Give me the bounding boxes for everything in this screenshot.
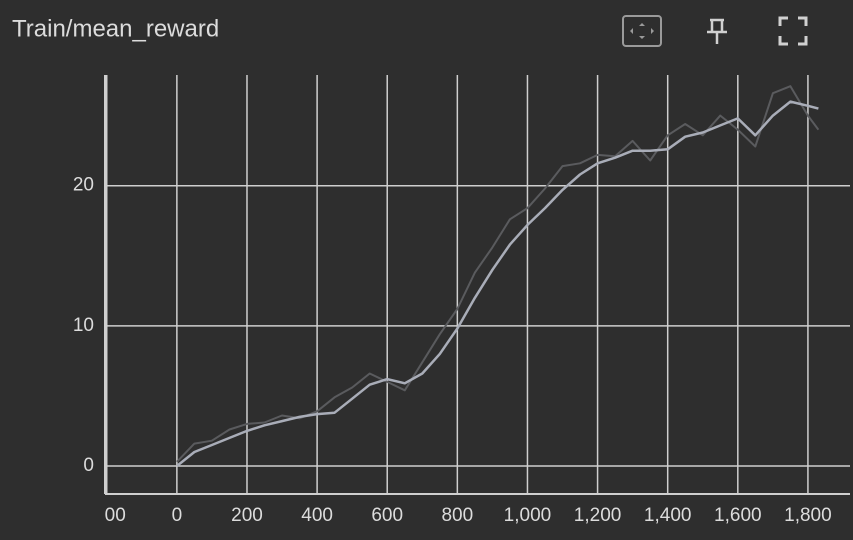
y-tick-label: 0 (83, 455, 94, 476)
series-line (176, 85, 820, 463)
plot-area: -200 0 200 400 600 800 1,000 1,200 1,400 1,600 1,8… (88, 75, 832, 526)
x-tick-label: 1,600 (714, 505, 762, 526)
pin-icon-shape (707, 18, 727, 44)
x-tick-label: 600 (371, 505, 403, 526)
fullscreen-icon[interactable] (778, 16, 808, 46)
x-tick-label: 1,200 (574, 505, 622, 526)
x-tick-label: 1,000 (504, 505, 552, 526)
pin-icon[interactable] (707, 18, 727, 44)
y-tick-label: 20 (73, 175, 94, 196)
series-line (176, 100, 819, 467)
fit-icon[interactable] (622, 15, 662, 47)
x-tick-label: 200 (231, 505, 263, 526)
x-tick-label: 1,800 (784, 505, 832, 526)
y-tick-label: 10 (73, 315, 94, 336)
x-tick-label: -200 (88, 505, 126, 526)
x-tick-label: 800 (441, 505, 473, 526)
x-tick-label: 0 (172, 505, 183, 526)
x-tick-label: 400 (301, 505, 333, 526)
fullscreen-icon-shape (778, 16, 808, 46)
fit-icon-frame (622, 15, 662, 47)
x-tick-label: 1,400 (644, 505, 692, 526)
chart-title: Train/mean_reward (12, 15, 219, 42)
